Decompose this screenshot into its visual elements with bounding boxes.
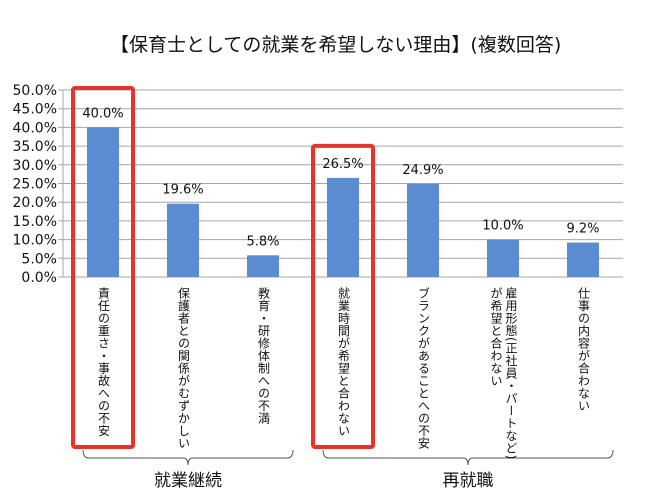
chart-title: 【保育士としての就業を希望しない理由】(複数回答): [110, 34, 562, 56]
data-label: 10.0%: [482, 219, 523, 234]
highlight-box: [71, 86, 135, 449]
y-tick-label: 30.0%: [13, 158, 57, 174]
y-tick-label: 10.0%: [13, 233, 57, 249]
category-label: 責任の重さ・事故への不安: [96, 287, 111, 437]
group-label: 再就職: [442, 471, 494, 491]
category-label: 保護者との関係がむずかしい: [176, 287, 191, 450]
data-label: 26.5%: [322, 157, 363, 172]
category-label: 教育・研修体制への不満: [256, 287, 271, 425]
y-tick-label: 15.0%: [13, 214, 57, 230]
bar: [247, 255, 279, 277]
bar: [87, 127, 119, 278]
data-label: 9.2%: [566, 222, 599, 237]
highlight-box: [311, 143, 375, 449]
y-tick-label: 50.0%: [13, 83, 57, 99]
y-tick-label: 20.0%: [13, 195, 57, 211]
bar: [407, 183, 439, 277]
bar: [327, 177, 359, 277]
group-brace: [82, 449, 294, 466]
data-label: 5.8%: [246, 234, 279, 249]
data-label: 24.9%: [402, 163, 443, 178]
y-tick-label: 45.0%: [13, 102, 57, 118]
data-label: 19.6%: [162, 183, 203, 198]
group-brace: [322, 449, 614, 466]
bar: [167, 203, 199, 277]
bar: [487, 239, 519, 277]
category-label: 雇用形態(正社員・パートなど) が希望と合わない: [489, 287, 518, 460]
bar: [567, 242, 599, 277]
y-tick-label: 35.0%: [13, 139, 57, 155]
category-label: ブランクがあることへの不安: [416, 287, 431, 450]
y-tick-label: 0.0%: [21, 270, 57, 286]
y-tick-label: 5.0%: [21, 251, 57, 267]
category-label: 就業時間が希望と合わない: [336, 287, 351, 437]
group-label: 就業継続: [154, 471, 222, 491]
data-label: 40.0%: [82, 106, 123, 121]
category-label: 仕事の内容が合わない: [576, 287, 591, 412]
y-tick-label: 25.0%: [13, 177, 57, 193]
y-tick-label: 40.0%: [13, 120, 57, 136]
